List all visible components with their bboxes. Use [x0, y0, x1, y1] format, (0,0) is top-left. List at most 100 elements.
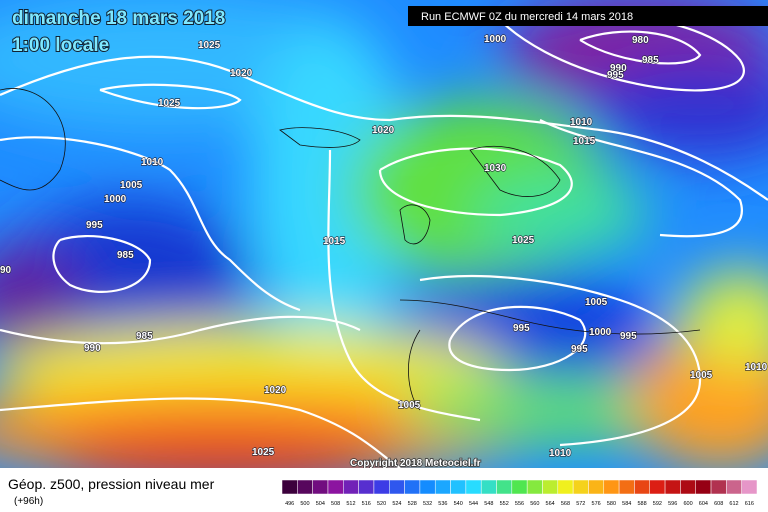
colorbar-label: 568: [561, 501, 570, 507]
colorbar-cell: [710, 479, 727, 495]
colorbar-cell: [634, 479, 650, 495]
colorbar-label: 596: [668, 501, 677, 507]
colorbar-cell: [680, 479, 696, 495]
colorbar-label: 516: [362, 501, 371, 507]
time-title: 1:00 locale: [12, 35, 109, 56]
colorbar-cell: [542, 479, 559, 495]
colorbar-label: 540: [454, 501, 463, 507]
colorbar-label: 612: [729, 501, 738, 507]
isobar-label: 995: [513, 323, 530, 334]
isobar-label: 1020: [230, 68, 253, 79]
isobar-label: 90: [0, 265, 12, 276]
date-title: dimanche 18 mars 2018: [12, 8, 225, 29]
colorbar-cell: [511, 479, 528, 495]
colorbar-cell: [557, 479, 574, 495]
copyright: Copyright 2018 Meteociel.fr: [350, 458, 481, 469]
colorbar-label: 552: [500, 501, 509, 507]
colorbar-label: 608: [714, 501, 723, 507]
colorbar-label: 588: [637, 501, 646, 507]
isobar-label: 995: [607, 70, 624, 81]
colorbar-label: 500: [300, 501, 309, 507]
colorbar-label: 564: [546, 501, 555, 507]
isobar-label: 995: [620, 331, 637, 342]
colorbar-cell: [618, 479, 635, 495]
isobar-label: 1025: [512, 235, 535, 246]
run-box: [408, 6, 768, 26]
colorbar-cell: [281, 479, 298, 495]
colorbar-label: 584: [622, 501, 631, 507]
isobar-label: 1020: [372, 125, 395, 136]
colorbar-label: 504: [316, 501, 325, 507]
colorbar-cell: [297, 479, 313, 495]
colorbar-cell: [588, 479, 605, 495]
colorbar-label: 496: [285, 501, 294, 507]
isobar-label: 1000: [589, 327, 612, 338]
colorbar-cell: [434, 479, 451, 495]
isobar-label: 980: [632, 35, 649, 46]
isobar-label: 1025: [158, 98, 181, 109]
colorbar-label: 592: [653, 501, 662, 507]
colorbar-label: 556: [515, 501, 524, 507]
colorbar-label: 604: [699, 501, 708, 507]
colorbar-cell: [695, 479, 712, 495]
colorbar-label: 600: [683, 501, 692, 507]
colorbar-label: 528: [408, 501, 417, 507]
colorbar-cell: [480, 479, 497, 495]
isobar-label: 985: [642, 55, 659, 66]
colorbar-label: 576: [592, 501, 601, 507]
colorbar-cell: [404, 479, 421, 495]
colorbar-label: 512: [346, 501, 355, 507]
colorbar-label: 524: [392, 501, 401, 507]
coastlines: [0, 88, 701, 411]
colorbar-label: 532: [423, 501, 432, 507]
isobar-label: 995: [571, 344, 588, 355]
colorbar-cell: [664, 479, 681, 495]
isobar-label: 1030: [484, 163, 507, 174]
colorbar-cell: [389, 479, 405, 495]
isobar-label: 995: [86, 220, 103, 231]
run-text: Run ECMWF 0Z du mercredi 14 mars 2018: [421, 11, 633, 23]
colorbar-cell: [649, 479, 666, 495]
colorbar-label: 548: [484, 501, 493, 507]
colorbar-label: 536: [438, 501, 447, 507]
colorbar-cell: [465, 479, 482, 495]
colorbar-label: 544: [469, 501, 478, 507]
colorbar-cell: [726, 479, 742, 495]
legend-title: Géop. z500, pression niveau mer: [8, 476, 215, 492]
isobar-label: 990: [610, 63, 627, 74]
colorbar-cell: [450, 479, 467, 495]
isobar-label: 985: [117, 250, 134, 261]
colorbar-cell: [373, 479, 390, 495]
isobar-label: 1005: [398, 400, 421, 411]
isobar-label: 1025: [252, 447, 275, 458]
colorbar-label: 572: [576, 501, 585, 507]
isobar-label: 1010: [141, 157, 164, 168]
colorbar-cell: [343, 479, 359, 495]
colorbar: 496 500 504 508 512 516 520 524 528 532 536 540 544 5…: [281, 479, 758, 507]
isobar-label: 1015: [573, 136, 596, 147]
legend-subtitle: (+96h): [14, 496, 43, 507]
isobar-label: 1010: [745, 362, 768, 373]
isobar-label: 1005: [120, 180, 143, 191]
colorbar-label: 616: [745, 501, 754, 507]
isobar-label: 1010: [549, 448, 572, 459]
isobar-label: 1015: [323, 236, 346, 247]
colorbar-cell: [312, 479, 329, 495]
colorbar-cell: [496, 479, 513, 495]
isobar-label: 1000: [104, 194, 127, 205]
isobars: [0, 11, 768, 468]
colorbar-label: 520: [377, 501, 386, 507]
colorbar-label: 508: [331, 501, 340, 507]
colorbar-cell: [358, 479, 375, 495]
isobar-label: 1010: [570, 117, 593, 128]
isobar-label: 990: [84, 343, 101, 354]
colorbar-label: 580: [607, 501, 616, 507]
isobar-label: 1025: [198, 40, 221, 51]
isobar-label: 1005: [690, 370, 713, 381]
colorbar-cell: [741, 479, 758, 495]
isobar-label: 1000: [484, 34, 507, 45]
